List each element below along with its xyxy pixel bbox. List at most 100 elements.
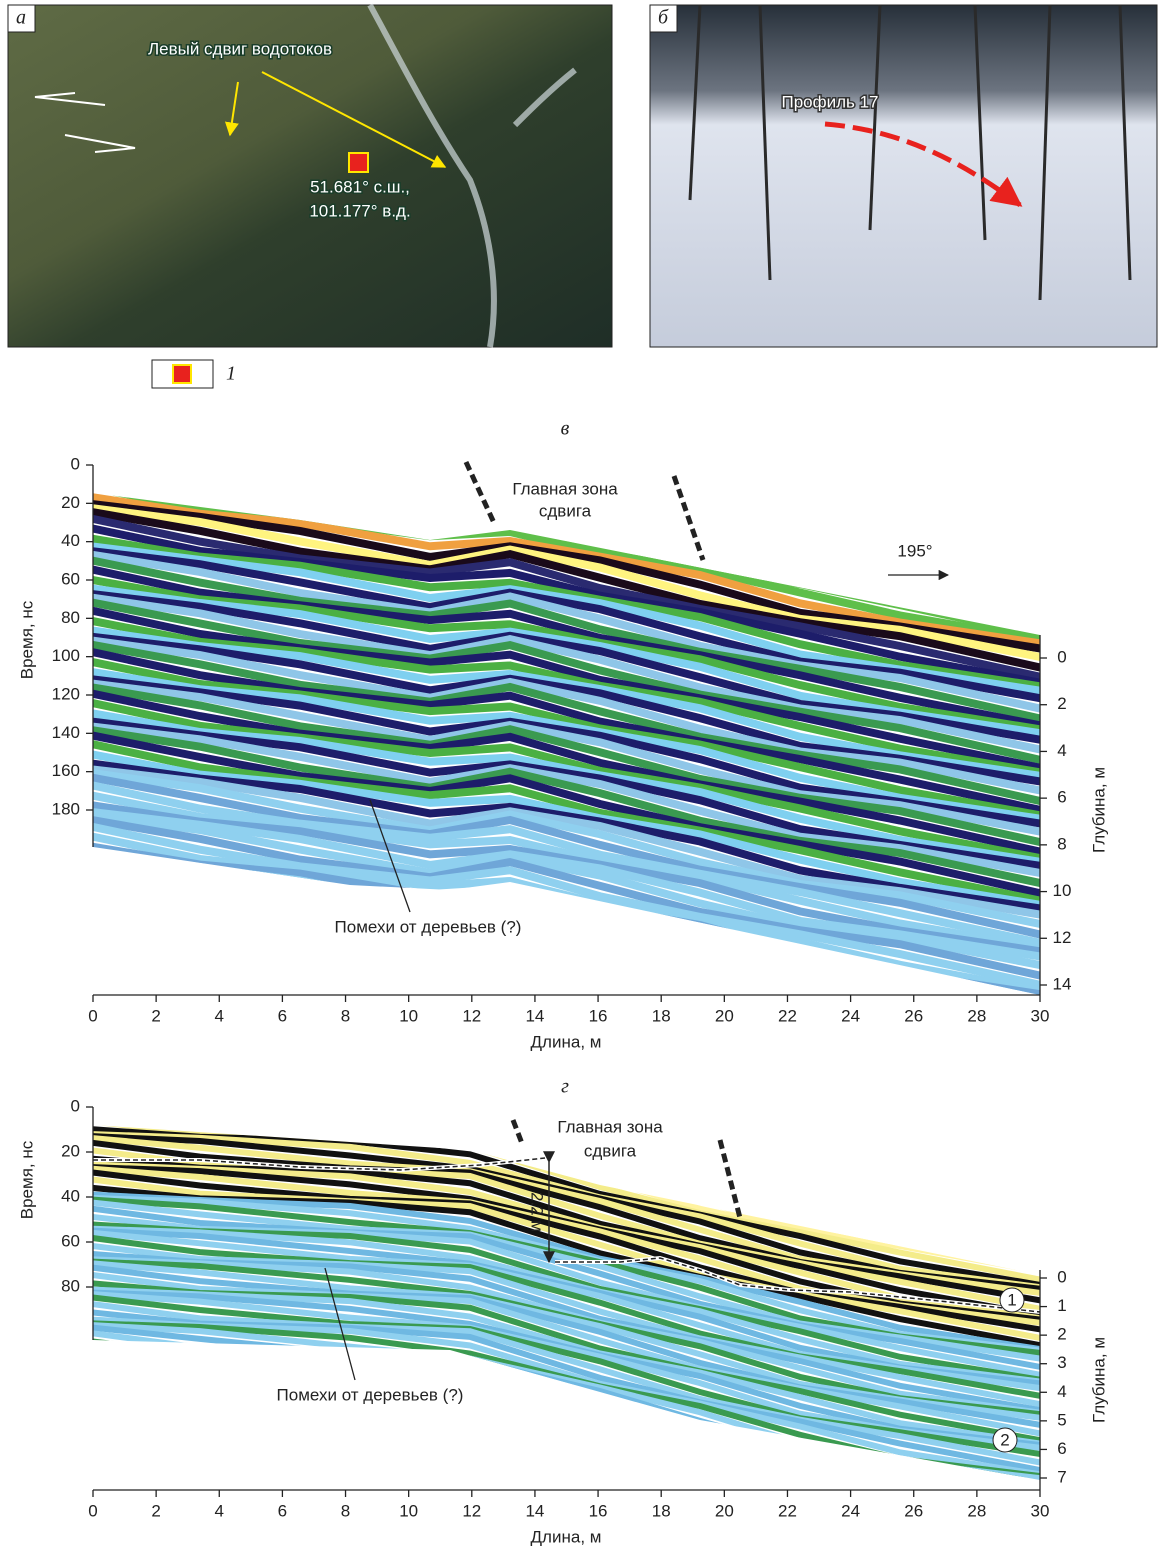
y-tick-label: 60 bbox=[61, 569, 80, 588]
x-tick-label: 2 bbox=[151, 1501, 160, 1520]
y-tick-label: 20 bbox=[61, 493, 80, 512]
boundary bbox=[93, 1157, 546, 1171]
reflector bbox=[93, 596, 1040, 766]
reflector bbox=[93, 631, 1040, 788]
profile-line bbox=[824, 121, 1023, 208]
x-tick-label: 20 bbox=[715, 1006, 734, 1025]
reflector bbox=[93, 645, 1040, 816]
y2-axis-title: Глубина, м bbox=[1089, 1337, 1108, 1423]
x-tick-label: 14 bbox=[525, 1501, 544, 1520]
y2-tick-label: 7 bbox=[1057, 1467, 1066, 1486]
y-tick-label: 0 bbox=[71, 1096, 80, 1115]
reflector bbox=[93, 506, 1040, 674]
panel-label: б bbox=[658, 7, 669, 29]
y-tick-label: 80 bbox=[61, 608, 80, 627]
reflector bbox=[93, 737, 1040, 907]
reflector bbox=[93, 493, 1040, 649]
measure-label: 2.2 м bbox=[528, 1192, 547, 1232]
reflector bbox=[93, 789, 1040, 954]
x-tick-label: 6 bbox=[278, 1501, 287, 1520]
x-tick-label: 28 bbox=[967, 1501, 986, 1520]
y2-tick-label: 5 bbox=[1057, 1410, 1066, 1429]
x-tick-label: 24 bbox=[841, 1006, 860, 1025]
panel-label: г bbox=[561, 1076, 569, 1098]
site-marker bbox=[348, 152, 369, 173]
reflector bbox=[93, 1270, 1040, 1439]
fault-line bbox=[671, 475, 706, 561]
zone-label: сдвига bbox=[539, 501, 592, 520]
zone-label: Главная зона bbox=[557, 1117, 663, 1136]
reflector bbox=[93, 716, 1040, 872]
y-tick-label: 160 bbox=[52, 761, 80, 780]
x-tick-label: 8 bbox=[341, 1006, 350, 1025]
reflector bbox=[93, 681, 1040, 849]
x-axis-title: Длина, м bbox=[531, 1032, 602, 1051]
reflector bbox=[93, 1263, 1040, 1430]
reflector bbox=[93, 548, 1040, 715]
panel-label: в bbox=[561, 418, 570, 440]
note: Помехи от деревьев (?) bbox=[335, 917, 522, 936]
x-tick-label: 26 bbox=[904, 1501, 923, 1520]
y-tick-label: 80 bbox=[61, 1276, 80, 1295]
y2-tick-label: 4 bbox=[1057, 1382, 1066, 1401]
fault-line bbox=[510, 1119, 526, 1147]
y2-tick-label: 14 bbox=[1053, 974, 1072, 993]
reflector bbox=[93, 532, 1040, 692]
y2-tick-label: 8 bbox=[1057, 834, 1066, 853]
unit-label: 2 bbox=[1000, 1430, 1009, 1449]
reflector bbox=[93, 512, 1040, 683]
unit-label: 1 bbox=[1007, 1290, 1016, 1309]
y2-tick-label: 10 bbox=[1053, 881, 1072, 900]
radargram bbox=[93, 493, 1040, 995]
stream bbox=[512, 67, 577, 128]
reflector bbox=[93, 778, 1040, 949]
direction-label: 195° bbox=[897, 541, 932, 560]
reflector bbox=[93, 687, 1040, 858]
reflector bbox=[93, 573, 1040, 735]
leader-line bbox=[324, 1267, 356, 1381]
coordinates: 101.177° в.д. bbox=[309, 201, 410, 220]
y-tick-label: 120 bbox=[52, 684, 80, 703]
x-tick-label: 14 bbox=[525, 1006, 544, 1025]
trees bbox=[688, 4, 1132, 301]
x-tick-label: 4 bbox=[215, 1501, 224, 1520]
reflector bbox=[93, 696, 1040, 864]
reflector bbox=[93, 1138, 1040, 1305]
x-tick-label: 30 bbox=[1031, 1501, 1050, 1520]
reflector bbox=[93, 1168, 1040, 1334]
x-axis-title: Длина, м bbox=[531, 1527, 602, 1546]
x-tick-label: 22 bbox=[778, 1501, 797, 1520]
y2-axis-title: Глубина, м bbox=[1089, 767, 1108, 853]
unit-circle bbox=[992, 1427, 1018, 1453]
zone-label: Главная зона bbox=[512, 479, 618, 498]
reflector bbox=[93, 673, 1040, 829]
x-tick-label: 16 bbox=[589, 1501, 608, 1520]
y2-tick-label: 3 bbox=[1057, 1353, 1066, 1372]
reflector bbox=[93, 498, 1040, 654]
y-tick-label: 140 bbox=[52, 723, 80, 742]
radargram bbox=[93, 1125, 1040, 1480]
x-tick-label: 10 bbox=[399, 1006, 418, 1025]
y2-tick-label: 4 bbox=[1057, 741, 1066, 760]
stream bbox=[367, 3, 497, 348]
x-tick-label: 20 bbox=[715, 1501, 734, 1520]
reflector bbox=[93, 1233, 1040, 1401]
legend-label: 1 bbox=[226, 363, 236, 385]
x-tick-label: 10 bbox=[399, 1501, 418, 1520]
fault-line bbox=[717, 1139, 743, 1219]
reflector bbox=[93, 635, 1040, 797]
reflector bbox=[93, 638, 1040, 808]
reflector bbox=[93, 806, 1040, 962]
x-tick-label: 18 bbox=[652, 1006, 671, 1025]
x-tick-label: 6 bbox=[278, 1006, 287, 1025]
leader-line bbox=[369, 799, 411, 913]
y-tick-label: 180 bbox=[52, 799, 80, 818]
fault-line bbox=[463, 460, 498, 527]
x-tick-label: 0 bbox=[88, 1006, 97, 1025]
reflector bbox=[93, 707, 1040, 868]
x-tick-label: 4 bbox=[215, 1006, 224, 1025]
y-tick-label: 0 bbox=[71, 454, 80, 473]
y2-tick-label: 12 bbox=[1053, 928, 1072, 947]
x-tick-label: 8 bbox=[341, 1501, 350, 1520]
y-tick-label: 60 bbox=[61, 1231, 80, 1250]
